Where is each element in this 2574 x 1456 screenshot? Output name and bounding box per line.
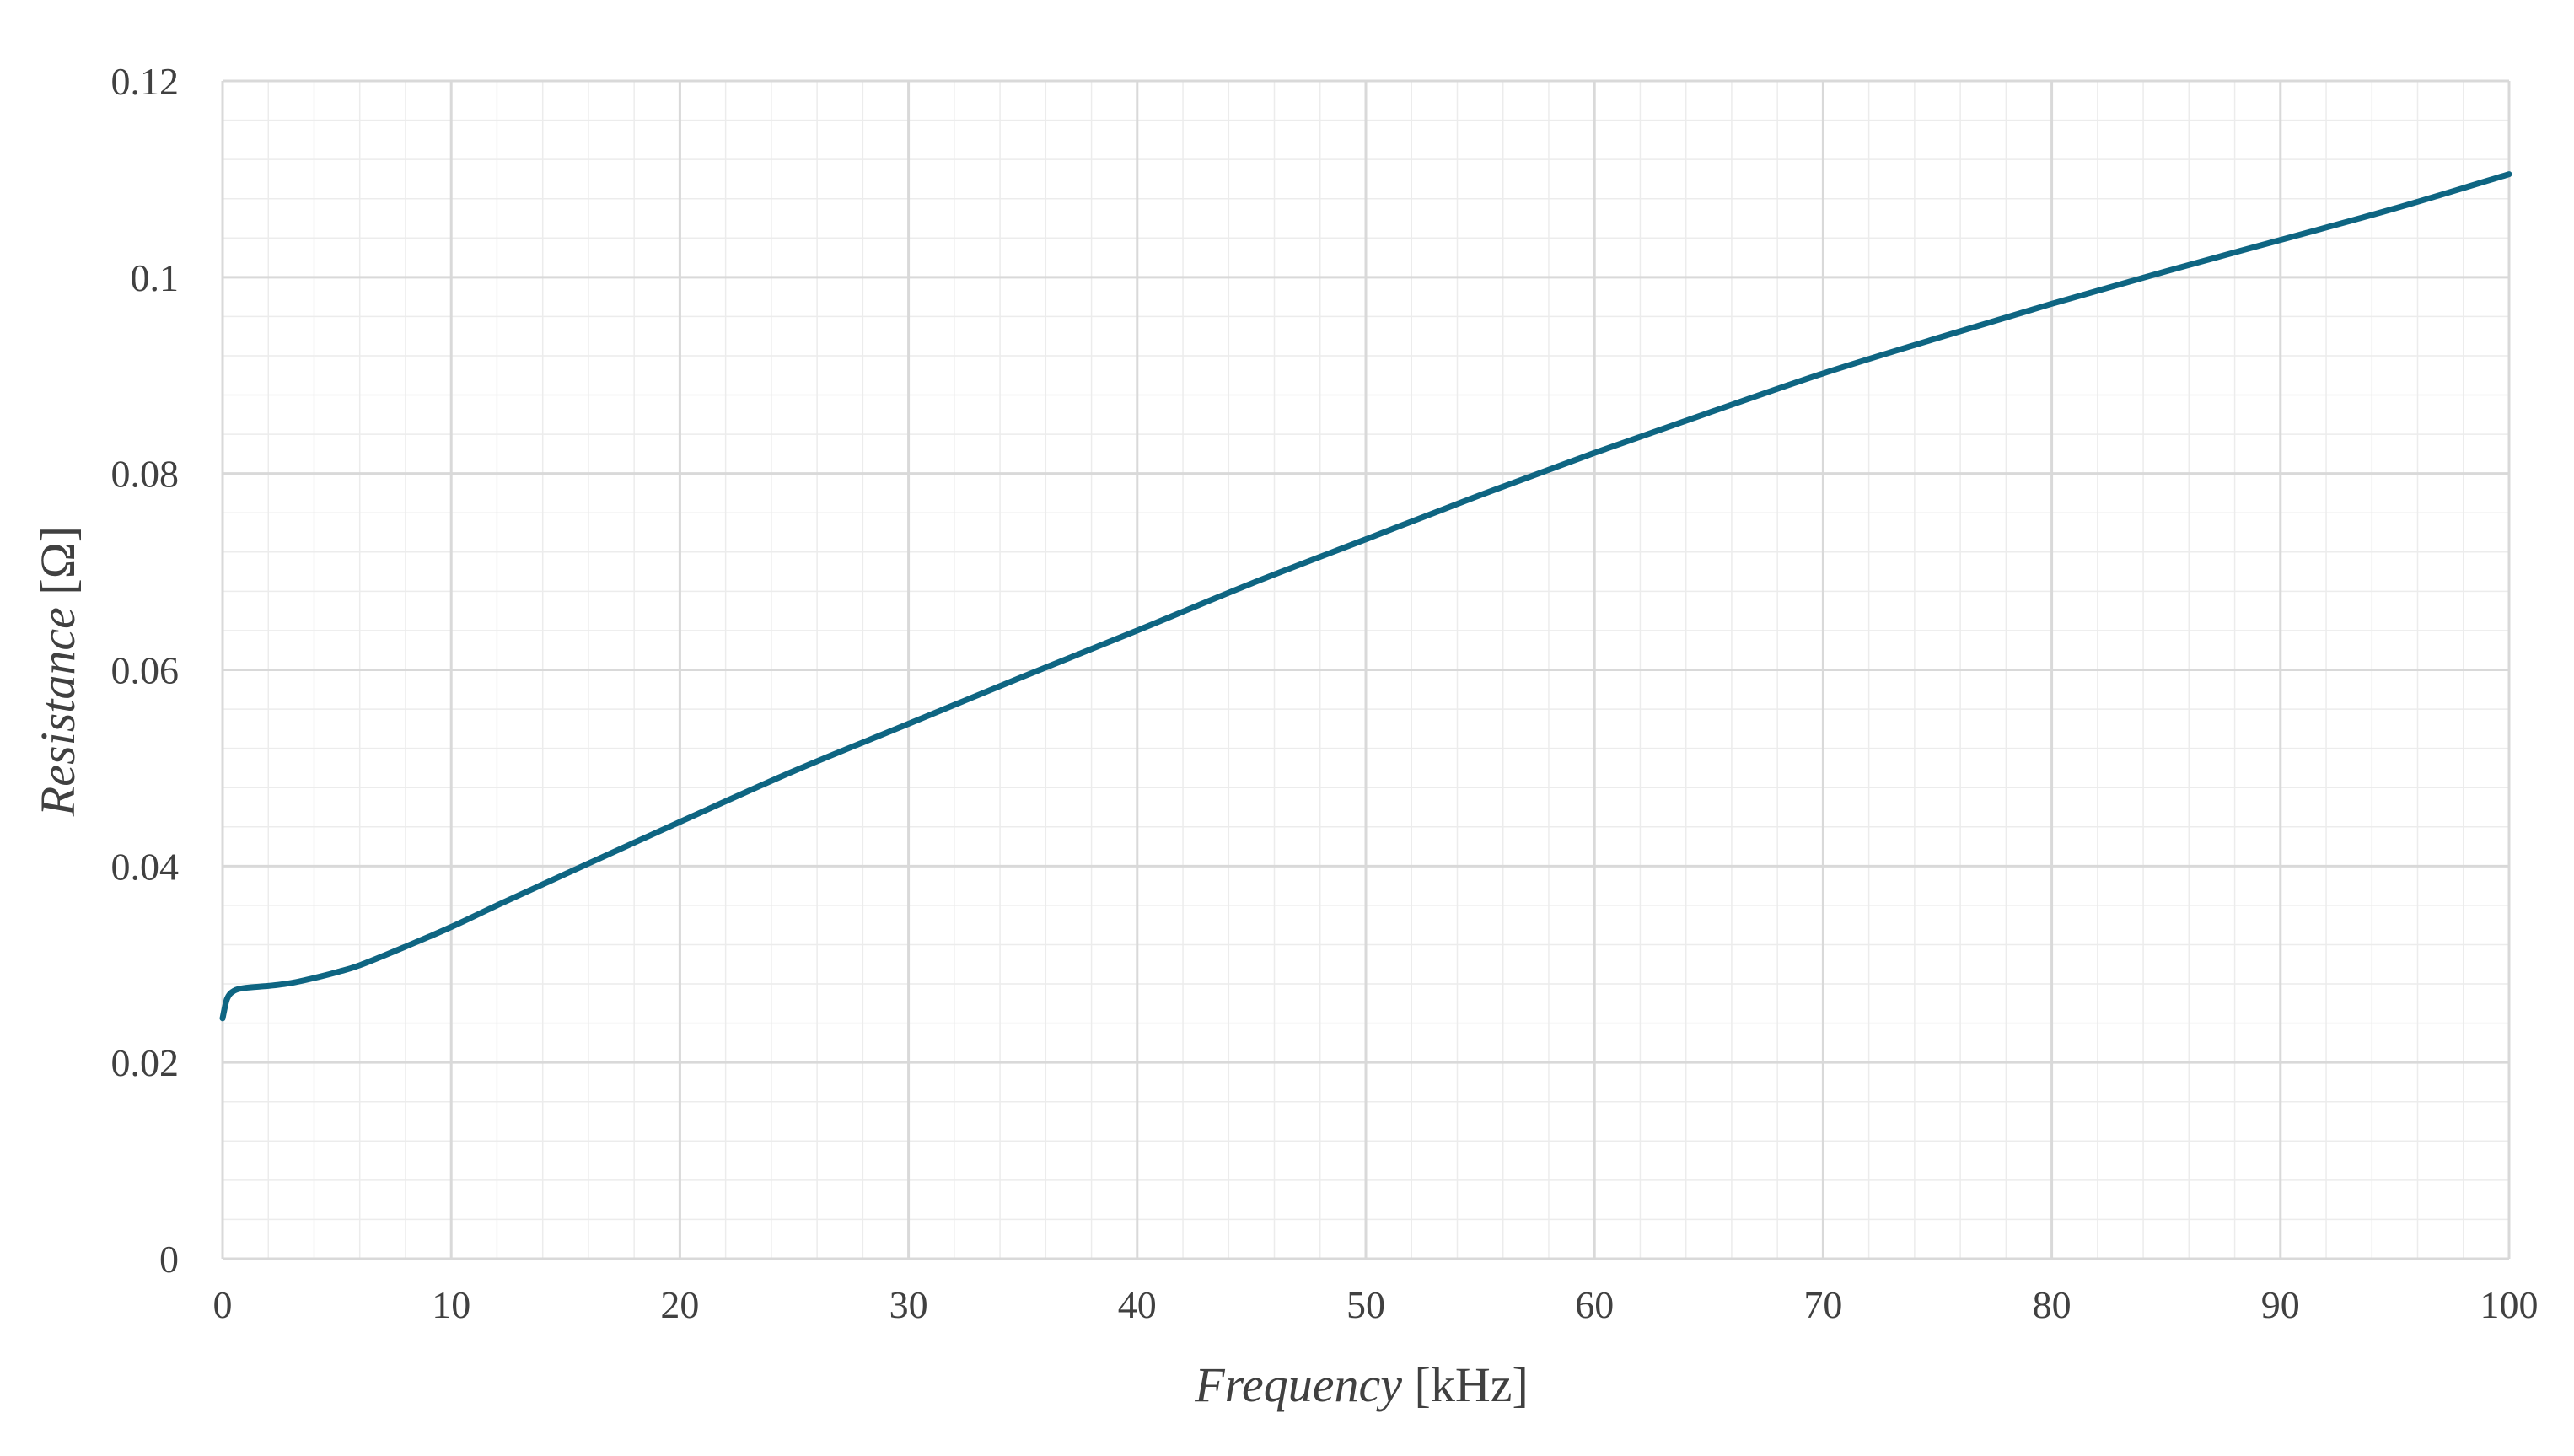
x-tick-label: 80 xyxy=(2033,1283,2072,1326)
x-tick-label: 40 xyxy=(1118,1283,1157,1326)
y-axis-title-unit: [Ω] xyxy=(30,526,85,607)
x-tick-label: 70 xyxy=(1803,1283,1842,1326)
x-tick-label: 10 xyxy=(432,1283,470,1326)
x-tick-label: 60 xyxy=(1575,1283,1614,1326)
series-layer xyxy=(219,171,2512,1022)
y-tick-label: 0 xyxy=(159,1238,179,1281)
y-tick-label: 0.06 xyxy=(111,649,180,692)
y-tick-label: 0.12 xyxy=(111,60,180,103)
y-axis-title-quantity: Resistance xyxy=(30,607,85,817)
x-tick-label: 50 xyxy=(1346,1283,1385,1326)
y-tick-label: 0.08 xyxy=(111,453,180,496)
x-tick-label: 100 xyxy=(2480,1283,2539,1326)
x-axis-title-unit: [kHz] xyxy=(1402,1357,1529,1412)
resistance-series-line xyxy=(219,171,2512,1022)
y-tick-label: 0.1 xyxy=(131,256,180,299)
x-axis-title-quantity: Frequency xyxy=(1194,1357,1402,1412)
y-axis-title: Resistance [Ω] xyxy=(30,526,85,817)
x-tick-label: 20 xyxy=(660,1283,699,1326)
y-tick-label: 0.04 xyxy=(111,845,180,888)
y-tick-label: 0.02 xyxy=(111,1041,180,1084)
x-axis-tick-labels: 0 10 20 30 40 50 60 70 80 90 100 xyxy=(213,1283,2539,1326)
x-tick-label: 90 xyxy=(2261,1283,2300,1326)
major-gridlines xyxy=(221,79,2511,1260)
y-axis-tick-labels: 0 0.02 0.04 0.06 0.08 0.1 0.12 xyxy=(111,60,180,1281)
x-tick-label: 0 xyxy=(213,1283,233,1326)
x-tick-label: 30 xyxy=(889,1283,928,1326)
x-axis-title: Frequency [kHz] xyxy=(1194,1357,1529,1412)
